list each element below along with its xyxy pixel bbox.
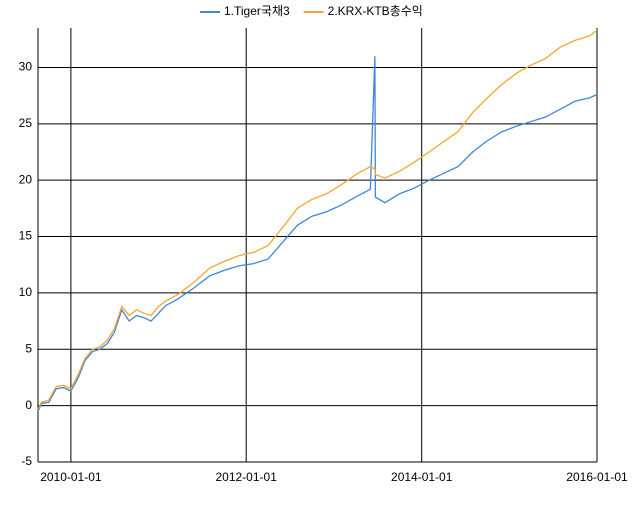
y-tick-label: 0 <box>25 398 32 412</box>
legend-label: 2.KRX-KTB총수익 <box>328 4 423 18</box>
y-tick-label: -5 <box>21 454 32 468</box>
y-tick-label: 15 <box>19 229 33 243</box>
y-tick-label: 30 <box>19 60 33 74</box>
legend-label: 1.Tiger국채3 <box>224 4 290 18</box>
y-tick-label: 10 <box>19 285 33 299</box>
x-tick-label: 2014-01-01 <box>391 470 453 484</box>
x-tick-label: 2010-01-01 <box>40 470 102 484</box>
x-tick-label: 2016-01-01 <box>566 470 628 484</box>
series-line <box>37 56 598 412</box>
y-tick-label: 5 <box>25 341 32 355</box>
y-tick-label: 20 <box>19 172 33 186</box>
x-tick-label: 2012-01-01 <box>215 470 277 484</box>
y-tick-label: 25 <box>19 116 33 130</box>
series-line <box>37 29 598 410</box>
